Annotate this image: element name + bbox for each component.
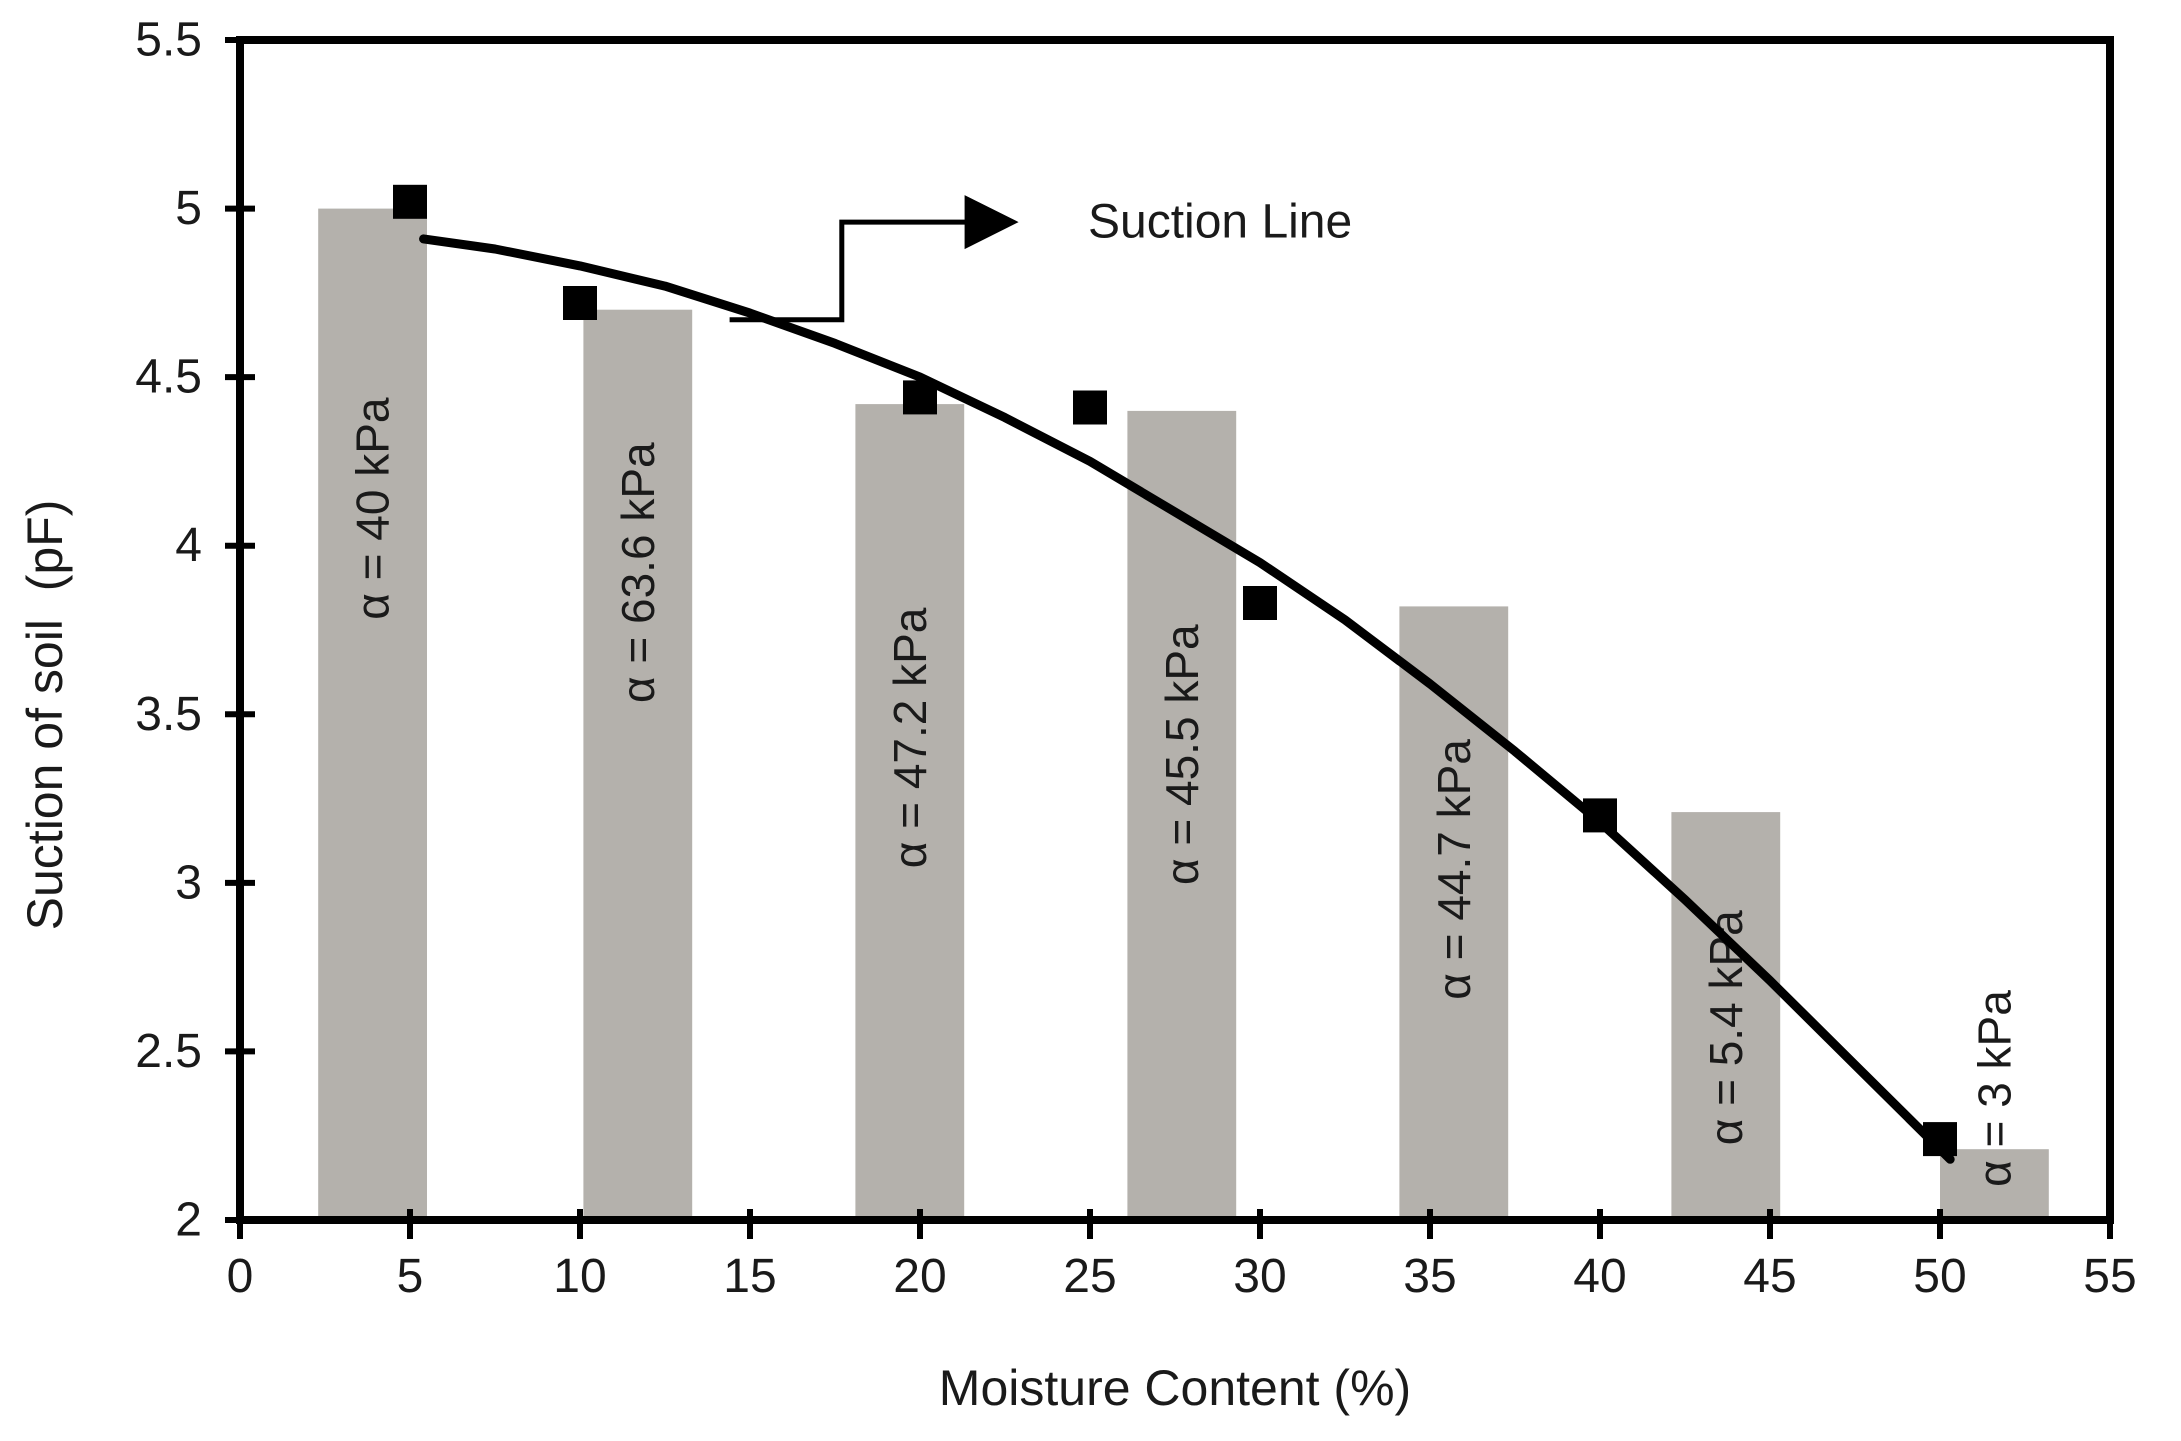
x-tick-label: 25 [1063, 1250, 1116, 1303]
annotation-group [729, 195, 1019, 323]
y-tick-label: 4.5 [135, 351, 202, 404]
alpha-bar-label: α = 47.2 kPa [884, 607, 936, 868]
x-tick-label: 20 [893, 1250, 946, 1303]
y-tick-label: 5.5 [135, 14, 202, 67]
alpha-bar-label: α = 3 kPa [1968, 990, 2020, 1187]
bar-labels-group: α = 40 kPa α = 63.6 kPa α = 47.2 kPa α = 45… [347, 397, 2021, 1187]
x-tick-label: 55 [2083, 1250, 2136, 1303]
y-axis-title: Suction of soil (pF) [17, 500, 73, 931]
x-tick-label: 10 [553, 1250, 606, 1303]
data-point-marker [1073, 390, 1107, 425]
alpha-bar-label: α = 45.5 kPa [1156, 624, 1208, 885]
y-tick-label: 2 [175, 1194, 202, 1247]
alpha-bar-label: α = 5.4 kPa [1700, 910, 1752, 1145]
plot-border [236, 36, 2114, 1224]
alpha-bar [1127, 410, 1237, 1220]
x-tick-label: 0 [227, 1250, 254, 1303]
y-tick-label: 3.5 [135, 688, 202, 741]
data-point-marker [393, 184, 427, 219]
x-tick-label: 30 [1233, 1250, 1286, 1303]
alpha-bar-label: α = 44.7 kPa [1428, 739, 1480, 1000]
alpha-bar [1940, 1149, 2049, 1220]
axes-group [225, 36, 2114, 1239]
data-point-marker [1583, 798, 1617, 833]
data-point-marker [1923, 1122, 1957, 1157]
data-point-marker [1243, 586, 1277, 620]
annotation-arrowhead-icon [964, 195, 1019, 250]
x-tick-label: 50 [1913, 1250, 1966, 1303]
alpha-bar [1399, 606, 1509, 1220]
annotation-leader-line [729, 219, 997, 323]
y-tick-label: 4 [175, 519, 202, 572]
x-tick-label: 35 [1403, 1250, 1456, 1303]
tick-labels-group: 0 5 10 15 20 25 30 35 40 45 50 55 2 2.5 3 3.5 4 4.5 5 5.5 [135, 14, 2136, 1304]
y-tick-label: 3 [175, 856, 202, 909]
suction-line-group [419, 234, 1955, 1164]
suction-line-curve [419, 234, 1955, 1164]
x-tick-label: 5 [397, 1250, 424, 1303]
x-tick-label: 40 [1573, 1250, 1626, 1303]
bars-group [318, 208, 2049, 1221]
suction-line-annotation-label: Suction Line [1088, 196, 1352, 249]
alpha-bar [318, 208, 427, 1221]
x-tick-label: 15 [723, 1250, 776, 1303]
alpha-bar [855, 404, 965, 1221]
x-axis-title: Moisture Content (%) [939, 1360, 1411, 1416]
x-tick-label: 45 [1743, 1250, 1796, 1303]
alpha-bar [583, 309, 693, 1220]
markers-group [393, 184, 1957, 1157]
y-tick-label: 5 [175, 182, 202, 235]
alpha-bar-label: α = 63.6 kPa [612, 442, 664, 703]
data-point-marker [903, 380, 937, 415]
alpha-bar-label: α = 40 kPa [347, 397, 399, 620]
alpha-bar [1671, 812, 1781, 1220]
data-point-marker [563, 286, 597, 320]
y-tick-label: 2.5 [135, 1025, 202, 1078]
